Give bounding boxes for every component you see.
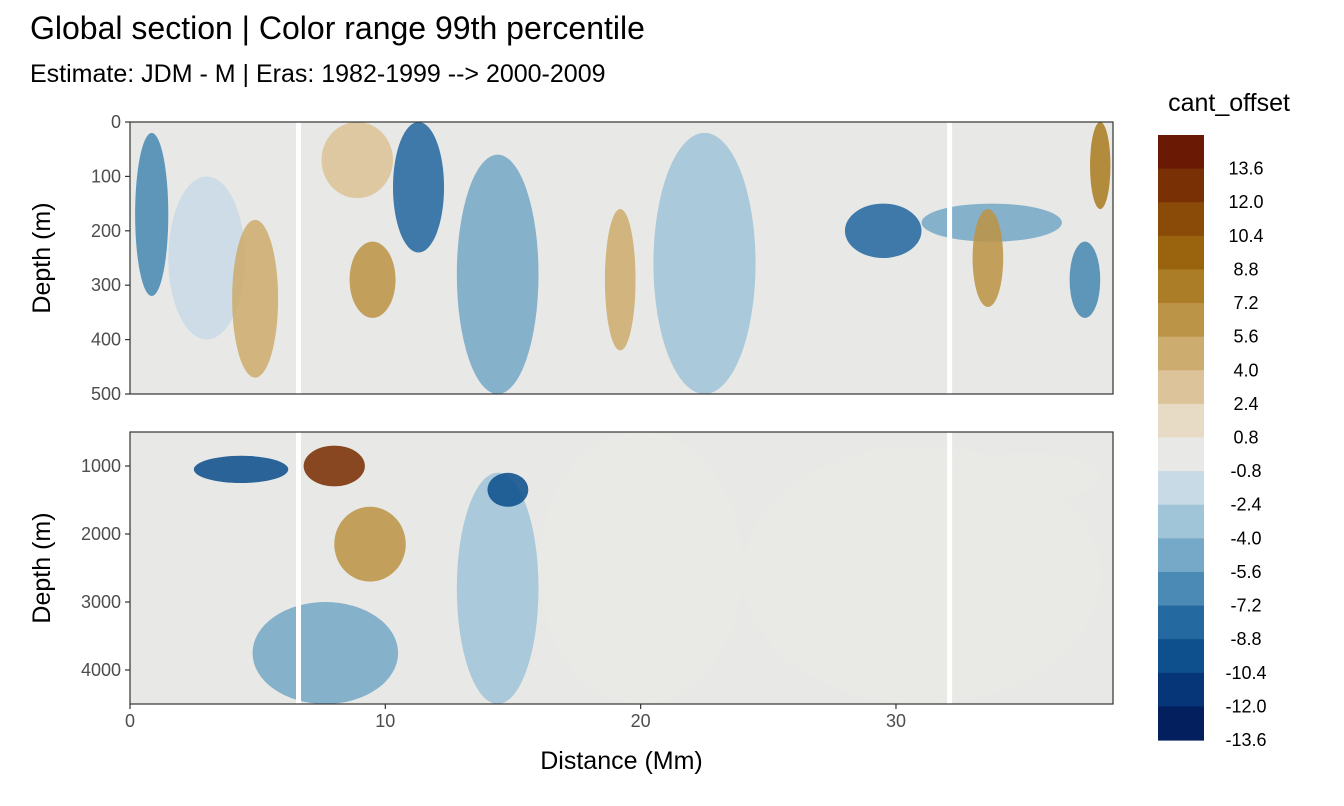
- legend-swatch: [1158, 706, 1204, 741]
- legend-swatch: [1158, 639, 1204, 674]
- section-feature: [952, 452, 1101, 501]
- legend-swatch: [1158, 269, 1204, 304]
- section-feature: [349, 241, 396, 318]
- y-tick-label: 0: [111, 112, 121, 132]
- x-axis-title: Distance (Mm): [540, 747, 703, 775]
- legend-label: 12.0: [1228, 192, 1263, 212]
- legend-swatch: [1158, 168, 1204, 203]
- legend-label: 7.2: [1233, 293, 1258, 313]
- y-tick-label: 1000: [81, 456, 121, 476]
- legend-swatch: [1158, 202, 1204, 237]
- upper-panel: [129, 121, 1114, 395]
- section-feature: [1069, 241, 1101, 318]
- section-feature: [456, 472, 539, 704]
- legend-label: 10.4: [1228, 226, 1263, 246]
- y-tick-label: 200: [91, 221, 121, 241]
- legend-label: -7.2: [1230, 596, 1261, 616]
- legend-label: 8.8: [1233, 259, 1258, 279]
- legend-swatch: [1158, 135, 1204, 170]
- section-feature: [653, 132, 756, 394]
- section-feature: [1090, 122, 1111, 210]
- y-axis-title: Depth (m): [28, 512, 56, 623]
- section-feature: [456, 154, 539, 394]
- gap-column: [296, 122, 302, 394]
- legend-label: 13.6: [1228, 159, 1263, 179]
- x-tick-label: 30: [886, 711, 906, 731]
- panel-border: [129, 121, 1114, 395]
- legend-label: 0.8: [1233, 428, 1258, 448]
- legend-label: -4.0: [1230, 528, 1261, 548]
- section-feature: [844, 203, 922, 258]
- section-feature: [321, 122, 393, 199]
- legend-label: 5.6: [1233, 327, 1258, 347]
- legend-label: 4.0: [1233, 360, 1258, 380]
- panel-border: [129, 431, 1114, 705]
- y-tick-label: 2000: [81, 524, 121, 544]
- section-feature: [538, 432, 743, 704]
- legend-swatch: [1158, 471, 1204, 506]
- section-feature: [303, 445, 365, 487]
- section-feature: [392, 122, 445, 253]
- legend-swatch: [1158, 605, 1204, 640]
- legend-swatch: [1158, 672, 1204, 707]
- section-feature: [168, 176, 245, 340]
- legend-swatch: [1158, 370, 1204, 405]
- section-feature: [487, 472, 529, 507]
- legend-label: -5.6: [1230, 562, 1261, 582]
- legend-swatch: [1158, 336, 1204, 371]
- x-tick-label: 10: [375, 711, 395, 731]
- section-feature: [232, 219, 279, 378]
- y-tick-label: 100: [91, 166, 121, 186]
- legend-swatch: [1158, 504, 1204, 539]
- x-tick-label: 20: [631, 711, 651, 731]
- lower-panel: [129, 431, 1114, 705]
- section-feature: [972, 209, 1004, 307]
- section-feature: [604, 209, 636, 351]
- legend-label: 2.4: [1233, 394, 1258, 414]
- legend-swatch: [1158, 538, 1204, 573]
- section-feature: [742, 445, 1101, 704]
- legend-label: -0.8: [1230, 461, 1261, 481]
- y-tick-label: 400: [91, 330, 121, 350]
- legend: cant_offset 13.6 12.0 10.4 8.8 7.2 5.6 4.0 2.4 0.…: [1158, 89, 1290, 750]
- legend-label: -8.8: [1230, 629, 1261, 649]
- gap-column: [947, 122, 953, 394]
- y-tick-label: 3000: [81, 592, 121, 612]
- y-tick-label: 300: [91, 275, 121, 295]
- legend-swatch: [1158, 303, 1204, 338]
- legend-swatch: [1158, 571, 1204, 607]
- chart-title: Global section | Color range 99th percen…: [30, 10, 645, 46]
- y-axis-title: Depth (m): [28, 202, 56, 313]
- legend-label: -2.4: [1230, 495, 1261, 515]
- legend-label: -13.6: [1225, 730, 1266, 750]
- legend-swatch: [1158, 437, 1204, 472]
- x-tick-label: 0: [125, 711, 135, 731]
- legend-swatch: [1158, 235, 1204, 271]
- legend-swatch: [1158, 403, 1204, 439]
- gap-column: [296, 432, 302, 704]
- y-tick-label: 4000: [81, 660, 121, 680]
- section-feature: [252, 602, 399, 704]
- y-tick-label: 500: [91, 384, 121, 404]
- legend-label: -10.4: [1225, 663, 1266, 683]
- section-feature: [135, 132, 169, 297]
- section-feature: [334, 506, 406, 582]
- gap-column: [947, 432, 953, 704]
- chart-subtitle: Estimate: JDM - M | Eras: 1982-1999 --> …: [30, 60, 606, 88]
- section-feature: [193, 455, 289, 483]
- legend-label: -12.0: [1225, 696, 1266, 716]
- legend-title: cant_offset: [1168, 89, 1290, 117]
